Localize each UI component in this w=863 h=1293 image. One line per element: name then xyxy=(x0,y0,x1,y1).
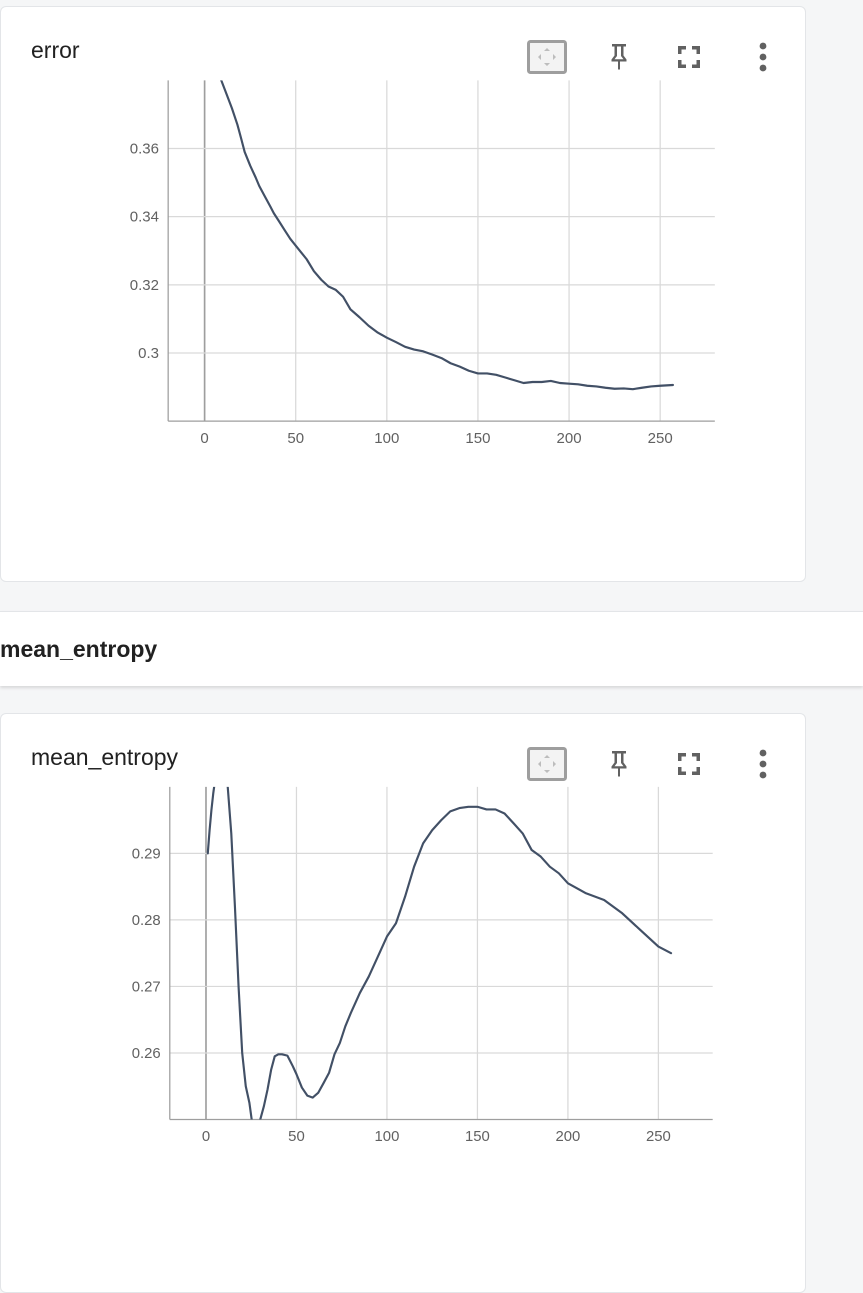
section-header: mean_entropy xyxy=(0,611,863,686)
chart-card-error: 0 50 100 150 200 250 0.3 0.32 0.34 0.36 error xyxy=(0,6,806,582)
x-tick-label: 0 xyxy=(202,1129,210,1145)
x-tick-label: 150 xyxy=(465,430,490,447)
mean-entropy-chart[interactable]: 0 50 100 150 200 250 0.26 0.27 0.28 0.29 xyxy=(1,714,807,1194)
x-tick-label: 50 xyxy=(288,1129,305,1145)
x-tick-label: 150 xyxy=(465,1129,490,1145)
y-tick-label: 0.28 xyxy=(132,913,161,929)
series-line xyxy=(220,80,675,391)
y-tick-label: 0.26 xyxy=(132,1046,161,1062)
fit-domain-button[interactable] xyxy=(525,35,569,79)
x-tick-label: 200 xyxy=(557,430,582,447)
fit-to-data-icon xyxy=(527,747,567,781)
chart-card-mean-entropy: 0 50 100 150 200 250 0.26 0.27 0.28 0.29 mean_ent… xyxy=(0,713,806,1293)
x-tick-label: 100 xyxy=(374,430,399,447)
error-chart[interactable]: 0 50 100 150 200 250 0.3 0.32 0.34 0.36 xyxy=(1,7,807,487)
fit-domain-button[interactable] xyxy=(525,742,569,786)
x-tick-label: 100 xyxy=(375,1129,400,1145)
pin-icon xyxy=(611,44,627,70)
y-tick-label: 0.34 xyxy=(130,209,159,226)
chart-toolbar xyxy=(1,742,805,786)
fullscreen-icon xyxy=(678,46,700,68)
fit-to-data-icon xyxy=(527,40,567,74)
x-tick-label: 250 xyxy=(648,430,673,447)
y-tick-label: 0.36 xyxy=(130,141,159,158)
chart-card-title: error xyxy=(31,37,80,63)
fullscreen-button[interactable] xyxy=(667,742,711,786)
x-tick-label: 0 xyxy=(200,430,208,447)
series-line xyxy=(206,786,673,1120)
more-options-button[interactable] xyxy=(741,35,785,79)
chart-card-title: mean_entropy xyxy=(31,744,179,770)
more-options-button[interactable] xyxy=(741,742,785,786)
more-vert-icon xyxy=(759,749,767,779)
x-tick-label: 50 xyxy=(287,430,304,447)
section-title: mean_entropy xyxy=(0,636,158,662)
grid xyxy=(169,786,713,1120)
chart-toolbar xyxy=(1,35,805,79)
fullscreen-button[interactable] xyxy=(667,35,711,79)
fullscreen-icon xyxy=(678,753,700,775)
pin-icon xyxy=(611,751,627,777)
y-tick-label: 0.27 xyxy=(132,979,161,995)
x-tick-label: 250 xyxy=(646,1129,671,1145)
x-tick-label: 200 xyxy=(556,1129,581,1145)
y-tick-label: 0.29 xyxy=(132,846,161,862)
y-tick-label: 0.32 xyxy=(130,277,159,294)
pin-button[interactable] xyxy=(597,35,641,79)
y-tick-label: 0.3 xyxy=(138,345,159,362)
more-vert-icon xyxy=(759,42,767,72)
grid xyxy=(168,80,715,422)
pin-button[interactable] xyxy=(597,742,641,786)
